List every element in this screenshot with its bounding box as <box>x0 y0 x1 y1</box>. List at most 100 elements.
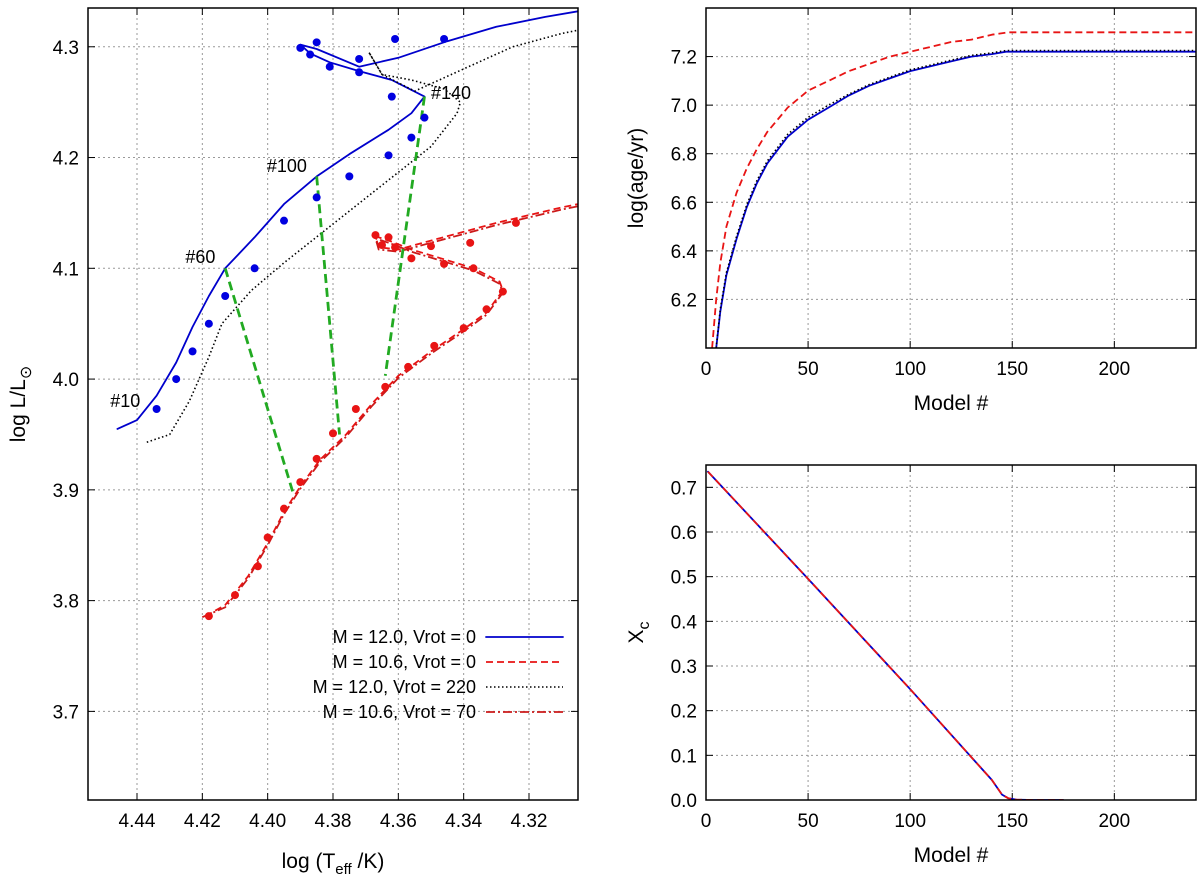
model-point-blue <box>384 151 393 160</box>
model-point-blue <box>296 43 305 52</box>
model-point-blue <box>172 375 181 384</box>
model-point-blue <box>306 50 315 59</box>
model-point-red <box>384 233 393 242</box>
x-tick-label: 50 <box>798 359 819 380</box>
y-tick-label: 0.2 <box>671 702 697 723</box>
y-tick-label: 0.0 <box>671 791 697 812</box>
model-point-blue <box>221 292 230 300</box>
model-point-red <box>427 242 435 251</box>
model-point-blue <box>188 347 197 356</box>
model-point-blue <box>204 319 213 328</box>
link-line <box>223 267 296 496</box>
y-tick-label: 0.3 <box>671 657 697 678</box>
model-annotation: #140 <box>431 83 471 103</box>
legend-label: M = 10.6, Vrot = 70 <box>323 702 476 722</box>
y-tick-label: 0.4 <box>671 612 698 633</box>
series-group <box>711 31 1196 348</box>
y-tick-label: 7.0 <box>671 96 697 117</box>
model-point-red <box>430 341 439 350</box>
legend-label: M = 12.0, Vrot = 0 <box>333 627 476 647</box>
y-tick-label: 0.6 <box>671 523 697 544</box>
y-tick-label: 4.1 <box>53 259 79 280</box>
series-line <box>707 471 1064 800</box>
y-tick-label: 6.6 <box>671 193 697 214</box>
model-point-red <box>391 243 400 252</box>
model-point-blue <box>407 133 416 142</box>
model-point-blue <box>355 68 364 77</box>
series-line <box>715 49 1196 348</box>
series-line <box>205 203 578 617</box>
legend-label: M = 10.6, Vrot = 0 <box>333 652 476 672</box>
model-point-blue <box>355 54 364 63</box>
model-point-red <box>253 562 262 571</box>
model-point-blue <box>250 264 259 273</box>
model-point-red <box>466 238 475 247</box>
y-tick-label: 4.3 <box>53 38 79 59</box>
x-tick-label: 100 <box>894 811 926 832</box>
series-line <box>116 10 578 430</box>
x-tick-label: 150 <box>996 359 1028 380</box>
x-tick-label: 4.42 <box>184 811 221 832</box>
model-point-red <box>381 382 390 391</box>
model-point-blue <box>440 35 449 44</box>
model-annotation: #100 <box>267 156 307 176</box>
y-tick-label: 6.4 <box>671 242 698 263</box>
central-hydrogen-panel: 0 50 100 150 200 0.0 0.1 0.2 0.3 0.4 0.5 0.6 0.7 Mode… <box>625 464 1197 867</box>
y-tick-label: 3.9 <box>53 481 79 502</box>
x-axis-label: Model # <box>914 392 989 415</box>
y-tick-label: 3.7 <box>53 702 79 723</box>
model-point-red <box>498 287 507 296</box>
x-tick-label: 0 <box>701 811 712 832</box>
y-tick-label: 6.8 <box>671 145 697 166</box>
model-point-red <box>440 259 449 268</box>
x-tick-label: 4.34 <box>445 811 482 832</box>
model-point-blue <box>312 193 321 202</box>
y-tick-label: 3.8 <box>53 592 79 613</box>
y-tick-label: 4.2 <box>53 149 79 170</box>
plot-frame <box>705 7 1197 349</box>
model-point-red <box>482 305 491 314</box>
x-tick-label: 4.36 <box>380 811 417 832</box>
x-tick-label: 150 <box>996 811 1028 832</box>
model-point-red <box>378 241 386 250</box>
y-tick-label: 6.2 <box>671 290 697 311</box>
model-point-blue <box>420 113 429 122</box>
model-point-blue <box>391 35 400 44</box>
legend-label: M = 12.0, Vrot = 220 <box>313 677 476 697</box>
series-line <box>715 50 1196 348</box>
x-tick-label: 4.44 <box>119 811 156 832</box>
age-panel: 0 50 100 150 200 6.2 6.4 6.6 6.8 7.0 7.2 Model # log… <box>625 7 1197 415</box>
hr-diagram-panel: 4.44 4.42 4.40 4.38 4.36 4.34 4.32 3.7 3.8 3.9 4.0… <box>7 7 579 874</box>
model-point-red <box>469 264 478 273</box>
x-tick-label: 200 <box>1098 359 1130 380</box>
y-axis-label: log L/L⊙ <box>7 366 35 442</box>
model-annotation: #10 <box>110 391 140 411</box>
x-tick-label: 100 <box>894 359 926 380</box>
model-point-blue <box>312 38 321 47</box>
x-tick-label: 4.32 <box>511 811 548 832</box>
model-point-red <box>312 454 321 463</box>
link-line <box>315 176 341 435</box>
model-point-red <box>296 478 305 487</box>
model-point-red <box>204 612 213 621</box>
model-annotation: #60 <box>185 247 215 267</box>
y-tick-label: 4.0 <box>53 370 79 391</box>
model-point-red <box>280 504 288 513</box>
x-axis-label: Model # <box>914 844 989 867</box>
y-axis-label: Xc <box>625 621 653 643</box>
series-group <box>116 10 578 621</box>
y-tick-label: 7.2 <box>671 48 697 69</box>
model-point-red <box>407 254 416 263</box>
model-point-blue <box>387 92 396 101</box>
model-point-red <box>371 231 380 240</box>
y-tick-label: 0.7 <box>671 478 697 499</box>
model-point-red <box>231 591 239 600</box>
model-point-red <box>263 533 272 542</box>
model-point-red <box>404 362 413 371</box>
x-tick-label: 50 <box>798 811 819 832</box>
series-line <box>146 29 578 443</box>
model-point-red <box>511 218 520 227</box>
model-point-red <box>351 404 360 413</box>
series-line <box>707 470 1065 800</box>
x-axis-label: log (Teff /K) <box>282 850 385 874</box>
